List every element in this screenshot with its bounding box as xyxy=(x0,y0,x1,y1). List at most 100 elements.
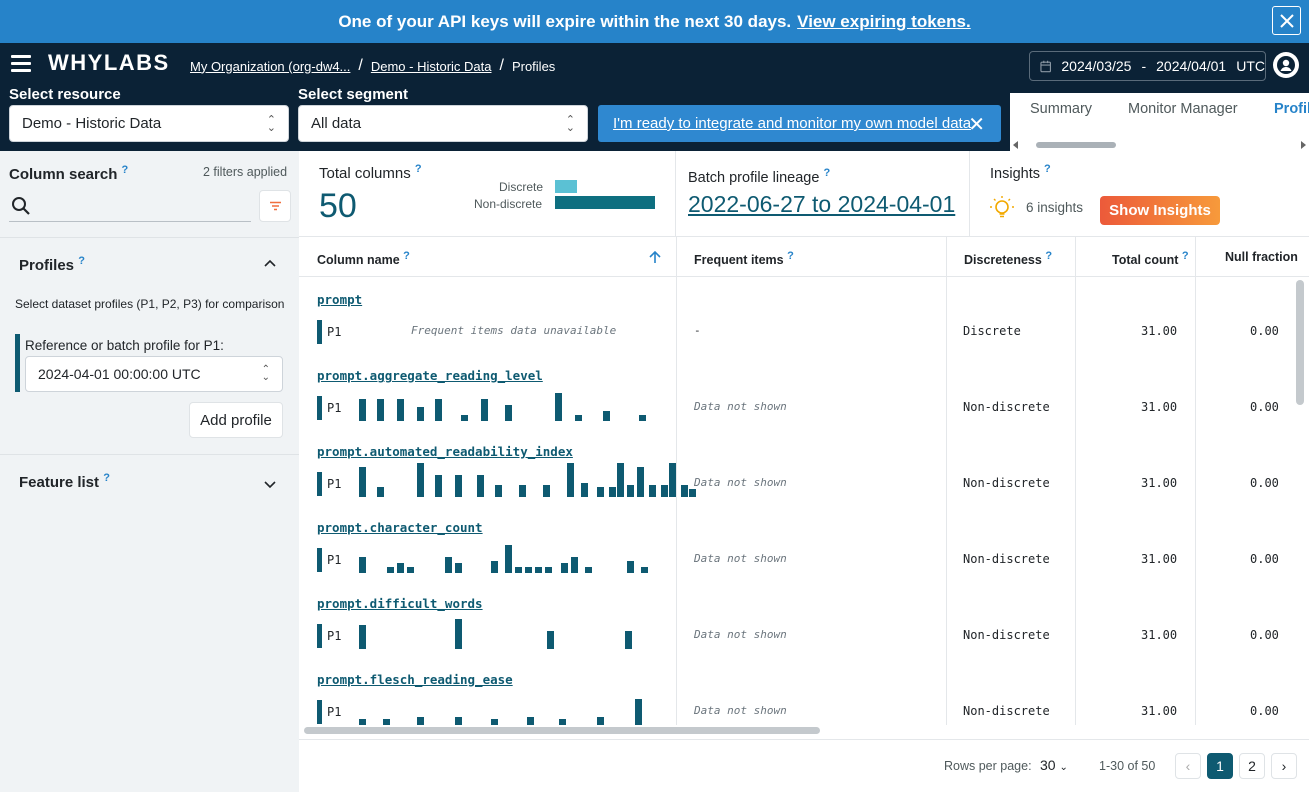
next-page-button[interactable]: › xyxy=(1271,753,1297,779)
add-profile-button[interactable]: Add profile xyxy=(189,402,283,438)
view-expiring-tokens-link[interactable]: View expiring tokens. xyxy=(797,11,971,31)
breadcrumb-resource[interactable]: Demo - Historic Data xyxy=(370,58,492,74)
banner-text: One of your API keys will expire within … xyxy=(338,11,792,31)
tabs-scrollbar[interactable] xyxy=(1012,137,1307,149)
breadcrumb-current: Profiles xyxy=(511,58,556,74)
column-name-link[interactable]: prompt.flesch_reading_ease xyxy=(317,672,513,687)
resource-select[interactable]: Demo - Historic Data ⌃ ⌄ xyxy=(9,105,289,142)
histogram-bar xyxy=(491,719,498,725)
profiles-heading[interactable]: Profiles ? xyxy=(19,255,85,274)
column-header-total-count[interactable]: Total count ? xyxy=(1112,250,1189,268)
histogram-bar xyxy=(545,567,552,573)
column-header-discreteness[interactable]: Discreteness ? xyxy=(964,250,1053,268)
reference-profile-select[interactable]: 2024-04-01 00:00:00 UTC ⌃ ⌄ xyxy=(25,356,283,392)
user-avatar-icon[interactable] xyxy=(1273,52,1299,78)
histogram-bar xyxy=(547,631,554,649)
p1-indicator xyxy=(317,700,322,724)
integrate-link[interactable]: I'm ready to integrate and monitor my ow… xyxy=(613,115,972,132)
sidebar: Column search ? 2 filters applied Profil… xyxy=(0,151,299,792)
page-2-button[interactable]: 2 xyxy=(1239,753,1265,779)
histogram-bar xyxy=(359,467,366,497)
p1-indicator xyxy=(317,472,322,496)
filter-button[interactable] xyxy=(259,190,291,222)
discreteness-value: Non-discrete xyxy=(963,704,1050,718)
histogram-bar xyxy=(455,717,462,725)
histogram-bar xyxy=(637,467,644,497)
histogram-bar xyxy=(555,393,562,421)
horizontal-scrollbar[interactable] xyxy=(304,727,820,734)
breadcrumb-organization[interactable]: My Organization (org-dw4... xyxy=(190,58,351,74)
null-fraction-value: 0.00 xyxy=(1250,324,1279,338)
segment-select[interactable]: All data ⌃ ⌄ xyxy=(298,105,588,142)
column-header-column-name[interactable]: Column name ? xyxy=(317,250,410,268)
insights-count: 6 insights xyxy=(1026,200,1084,215)
lineage-value-link[interactable]: 2022-06-27 to 2024-04-01 xyxy=(688,191,956,217)
page-tabs: Summary Monitor Manager Profil xyxy=(1010,93,1309,151)
distribution-histogram xyxy=(359,463,696,497)
chevron-up-icon[interactable] xyxy=(264,255,276,270)
histogram-bar xyxy=(559,719,566,725)
discrete-bar xyxy=(555,180,577,193)
frequent-items-value: Data not shown xyxy=(694,552,787,565)
total-count-value: 31.00 xyxy=(1141,704,1178,718)
rows-per-page-select[interactable]: 30 ⌄ xyxy=(1040,757,1068,773)
column-name-link[interactable]: prompt.aggregate_reading_level xyxy=(317,368,543,383)
close-icon[interactable]: ✕ xyxy=(968,114,985,136)
histogram-bar xyxy=(625,631,632,649)
prev-page-button[interactable]: ‹ xyxy=(1175,753,1201,779)
hamburger-menu-icon[interactable] xyxy=(11,55,31,72)
banner-close-button[interactable] xyxy=(1272,6,1301,35)
column-divider xyxy=(946,237,947,725)
column-name-link[interactable]: prompt.automated_readability_index xyxy=(317,444,573,459)
tab-monitor-manager[interactable]: Monitor Manager xyxy=(1128,101,1238,117)
histogram-bar xyxy=(635,699,642,725)
vertical-scrollbar[interactable] xyxy=(1296,280,1304,405)
column-header-null-fraction[interactable]: Null fraction xyxy=(1225,250,1298,264)
chevron-down-icon[interactable] xyxy=(264,476,276,494)
feature-list-heading[interactable]: Feature list ? xyxy=(19,472,110,491)
chevron-updown-icon: ⌃ ⌄ xyxy=(266,114,276,134)
table-row: prompt.automated_readability_index P1 Data… xyxy=(299,429,1299,505)
whylabs-logo[interactable]: WHYLABS xyxy=(48,50,170,75)
divider xyxy=(969,151,970,237)
table-row: prompt.flesch_reading_ease P1 Data not sho… xyxy=(299,657,1299,725)
tab-profiles[interactable]: Profil xyxy=(1274,101,1309,117)
histogram-bar xyxy=(669,463,676,497)
column-name-link[interactable]: prompt.difficult_words xyxy=(317,596,483,611)
show-insights-button[interactable]: Show Insights xyxy=(1100,196,1220,225)
discreteness-value: Discrete xyxy=(963,324,1021,338)
histogram-bar xyxy=(535,567,542,573)
date-range-picker[interactable]: 2024/03/25 - 2024/04/01 UTC xyxy=(1029,51,1266,81)
page-1-button[interactable]: 1 xyxy=(1207,753,1233,779)
column-divider xyxy=(1195,237,1196,725)
histogram-bar xyxy=(681,485,688,497)
total-count-value: 31.00 xyxy=(1141,400,1178,414)
total-count-value: 31.00 xyxy=(1141,324,1178,338)
histogram-bar xyxy=(515,567,522,573)
column-search-input[interactable] xyxy=(9,192,251,222)
column-search-heading: Column search ? xyxy=(9,164,129,183)
filters-applied-text: 2 filters applied xyxy=(203,165,288,179)
column-name-link[interactable]: prompt xyxy=(317,292,363,307)
total-count-value: 31.00 xyxy=(1141,628,1178,642)
histogram-bar xyxy=(505,405,512,421)
total-columns-label: Total columns ? xyxy=(319,163,422,182)
profile-label: P1 xyxy=(327,325,342,339)
divider xyxy=(0,454,299,455)
column-header-frequent-items[interactable]: Frequent items ? xyxy=(694,250,794,268)
distribution-histogram xyxy=(359,695,673,725)
tab-summary[interactable]: Summary xyxy=(1030,101,1093,117)
sort-ascending-icon[interactable] xyxy=(648,250,662,264)
histogram-bar xyxy=(445,557,452,573)
histogram-bar xyxy=(397,563,404,573)
histogram-bar xyxy=(571,557,578,573)
pagination: Rows per page: 30 ⌄ 1-30 of 50 ‹ 1 2 › xyxy=(299,739,1309,792)
column-name-link[interactable]: prompt.character_count xyxy=(317,520,483,535)
histogram-bar xyxy=(581,483,588,497)
histogram-bar xyxy=(455,475,462,497)
table-header: Column name ? Frequent items ? Discreten… xyxy=(299,237,1309,277)
resource-select-value: Demo - Historic Data xyxy=(22,115,162,132)
histogram-bar xyxy=(435,399,442,421)
column-divider xyxy=(1075,237,1076,725)
expiry-banner: One of your API keys will expire within … xyxy=(0,0,1309,43)
